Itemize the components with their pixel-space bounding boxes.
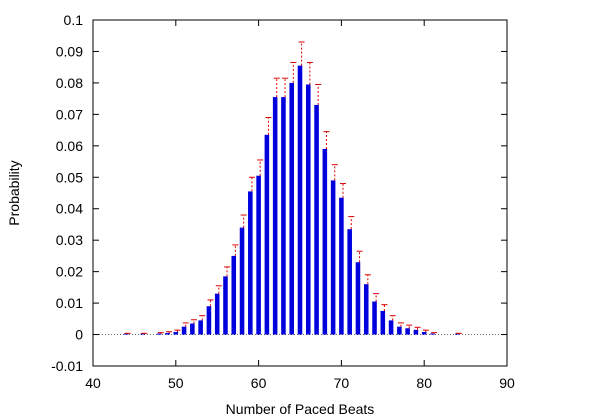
x-ticks-layer: 40 50 60 70 80 90 [85, 20, 515, 391]
bar [165, 332, 170, 335]
bar [397, 326, 402, 335]
bar [363, 284, 369, 335]
y-tick-label: 0.06 [56, 138, 83, 154]
bar [330, 180, 336, 335]
y-tick-label: 0.07 [56, 106, 83, 122]
bar [206, 306, 212, 335]
bar [248, 191, 253, 335]
bar [223, 276, 228, 335]
bar [421, 332, 427, 335]
bar [372, 301, 377, 335]
bar [413, 329, 419, 335]
y-axis-title: Probability [6, 160, 22, 225]
bar [388, 320, 394, 335]
bar [190, 323, 195, 335]
x-tick-label: 60 [251, 375, 267, 391]
bar [281, 97, 286, 335]
y-tick-label: 0 [75, 327, 83, 343]
y-tick-label: 0.01 [56, 295, 83, 311]
bar [322, 148, 328, 335]
bar [289, 82, 294, 335]
y-ticks-layer: -0.01 0 0.01 0.02 0.03 0.04 0.05 0.06 0.07 0.08 0.… [51, 12, 507, 374]
bar [256, 175, 261, 335]
bar [239, 227, 245, 335]
error-bars-layer [124, 41, 462, 334]
bar [231, 255, 237, 335]
y-tick-label: 0.09 [56, 43, 83, 59]
bar [339, 197, 344, 335]
x-tick-label: 90 [499, 375, 515, 391]
bar [198, 320, 203, 335]
bar [173, 332, 179, 335]
bar [405, 328, 410, 335]
bar [306, 84, 311, 335]
bar [123, 333, 129, 335]
bar [140, 333, 145, 335]
bar [181, 326, 187, 335]
bar [355, 262, 361, 335]
x-tick-label: 70 [334, 375, 350, 391]
x-tick-label: 40 [85, 375, 101, 391]
y-tick-label: 0.04 [56, 201, 83, 217]
bar [347, 229, 352, 335]
y-tick-label: 0.03 [56, 232, 83, 248]
y-tick-label: -0.01 [51, 358, 83, 374]
plot-frame [92, 19, 508, 367]
bar [430, 333, 435, 335]
bar [297, 65, 303, 335]
bar [214, 293, 220, 335]
y-tick-label: 0.08 [56, 75, 83, 91]
bar [314, 104, 319, 335]
x-tick-label: 80 [416, 375, 432, 391]
bar [455, 333, 460, 335]
bar [272, 97, 278, 335]
bar [156, 333, 162, 335]
x-axis-title: Number of Paced Beats [226, 401, 375, 417]
bars-layer [123, 65, 460, 335]
y-tick-label: 0.02 [56, 264, 83, 280]
y-tick-label: 0.05 [56, 169, 83, 185]
bar [264, 134, 270, 335]
y-tick-label: 0.1 [64, 12, 84, 28]
bar [380, 310, 386, 335]
x-tick-label: 50 [168, 375, 184, 391]
